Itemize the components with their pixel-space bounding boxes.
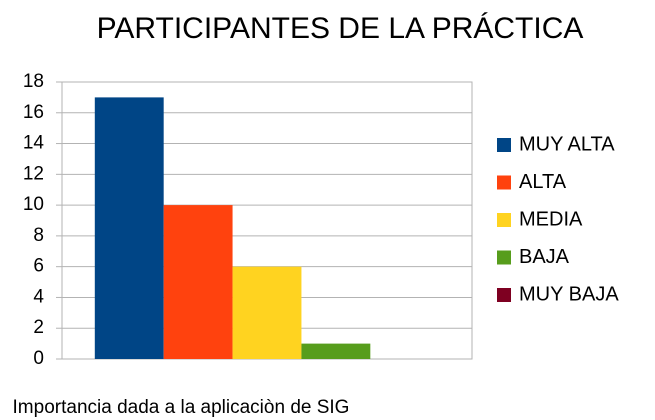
y-tick-label: 6	[33, 256, 44, 277]
x-tick-label: Importancia dada a la aplicaciòn de SIG	[13, 397, 350, 418]
y-tick-label: 12	[23, 163, 44, 184]
legend-swatch	[497, 175, 511, 190]
legend-label: ALTA	[519, 171, 567, 193]
bar	[301, 343, 371, 359]
y-tick-label: 4	[33, 286, 44, 307]
legend-label: MUY BAJA	[519, 283, 619, 305]
legend-swatch	[497, 288, 511, 302]
y-tick-label: 14	[23, 133, 45, 154]
bar	[94, 97, 164, 359]
legend-swatch	[497, 138, 511, 152]
chart-title: PARTICIPANTES DE LA PRÁCTICA	[97, 12, 584, 45]
legend-label: MUY ALTA	[519, 133, 615, 155]
y-tick-label: 0	[33, 348, 44, 369]
y-tick-label: 8	[33, 225, 44, 246]
legend-label: BAJA	[519, 246, 570, 268]
y-tick-label: 18	[23, 71, 44, 92]
legend-swatch	[497, 213, 511, 227]
legend-label: MEDIA	[519, 208, 583, 230]
bar	[232, 266, 302, 359]
y-tick-label: 2	[33, 317, 44, 338]
bar	[163, 205, 233, 359]
y-tick-label: 16	[23, 102, 44, 123]
legend-swatch	[497, 250, 511, 265]
y-tick-label: 10	[23, 194, 44, 215]
